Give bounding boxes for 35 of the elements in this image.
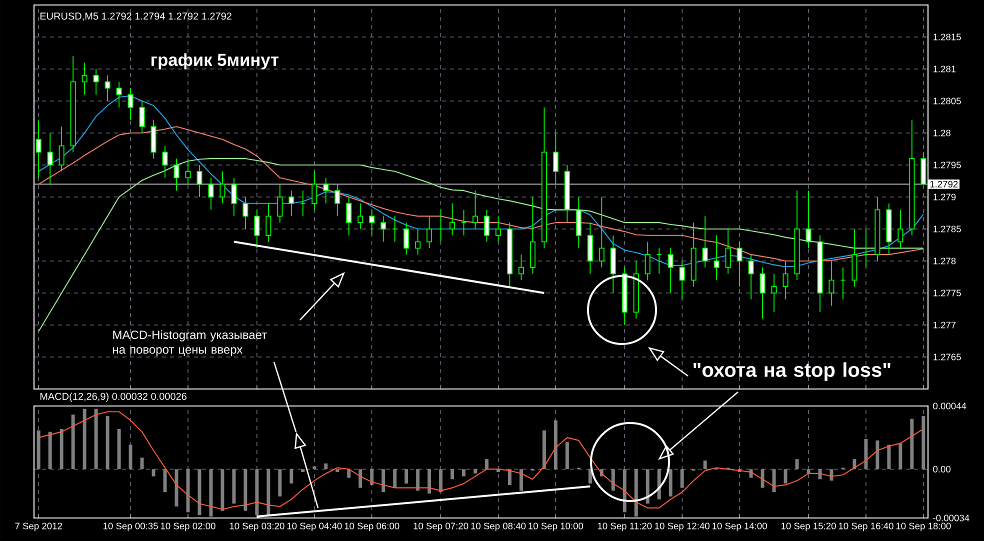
x-tick-label: 10 Sep 00:35	[103, 522, 158, 532]
y-tick-label: 1.28	[933, 130, 950, 136]
chart-title: MACD(12,26,9) 0.00032 0.00026	[40, 392, 186, 402]
y-tick-label: 1.279	[933, 194, 956, 200]
y-tick-label: 1.281	[933, 66, 956, 72]
y-tick-label: 1.278	[933, 258, 956, 264]
y-tick-label: -0.00034	[933, 514, 970, 522]
x-tick-label: 10 Sep 16:40	[838, 522, 894, 532]
x-tick-label: 10 Sep 07:20	[414, 522, 468, 532]
y-tick-label: 0.00044	[933, 402, 966, 410]
annotation: "охота на stop loss"	[694, 362, 890, 381]
x-tick-label: 10 Sep 14:00	[712, 522, 767, 532]
y-tick-label: 1.2795	[933, 162, 961, 168]
x-tick-label: 10 Sep 04:40	[287, 522, 342, 532]
x-tick-label: 10 Sep 12:40	[655, 522, 710, 532]
ref-line-label: 1.2792	[930, 180, 958, 188]
x-tick-label: 7 Sep 2012	[15, 522, 62, 532]
y-tick-label: 1.2785	[933, 226, 961, 232]
x-tick-label: 10 Sep 06:00	[344, 522, 400, 532]
x-tick-label: 10 Sep 10:00	[528, 522, 584, 532]
y-tick-label: 0.00	[933, 466, 951, 472]
annotation: MACD-Histogram указывает на поворот цены вверх	[113, 330, 267, 356]
y-tick-label: 1.277	[933, 322, 956, 328]
x-tick-label: 10 Sep 11:20	[598, 522, 652, 532]
x-tick-label: 10 Sep 03:20	[230, 522, 284, 532]
x-tick-label: 10 Sep 18:00	[896, 522, 951, 532]
text: график 5минут	[152, 53, 279, 70]
x-tick-label: 10 Sep 02:00	[160, 522, 216, 532]
y-tick-label: 1.2815	[933, 34, 961, 40]
x-tick-label: 10 Sep 15:20	[781, 522, 836, 532]
y-tick-label: 1.2765	[933, 354, 961, 360]
y-tick-label: 1.2775	[933, 290, 961, 296]
y-tick-label: 1.2805	[933, 98, 961, 104]
x-tick-label: 10 Sep 08:40	[471, 522, 526, 532]
text: EURUSD,M5 1.2792 1.2794 1.2792 1.2792	[40, 12, 232, 21]
